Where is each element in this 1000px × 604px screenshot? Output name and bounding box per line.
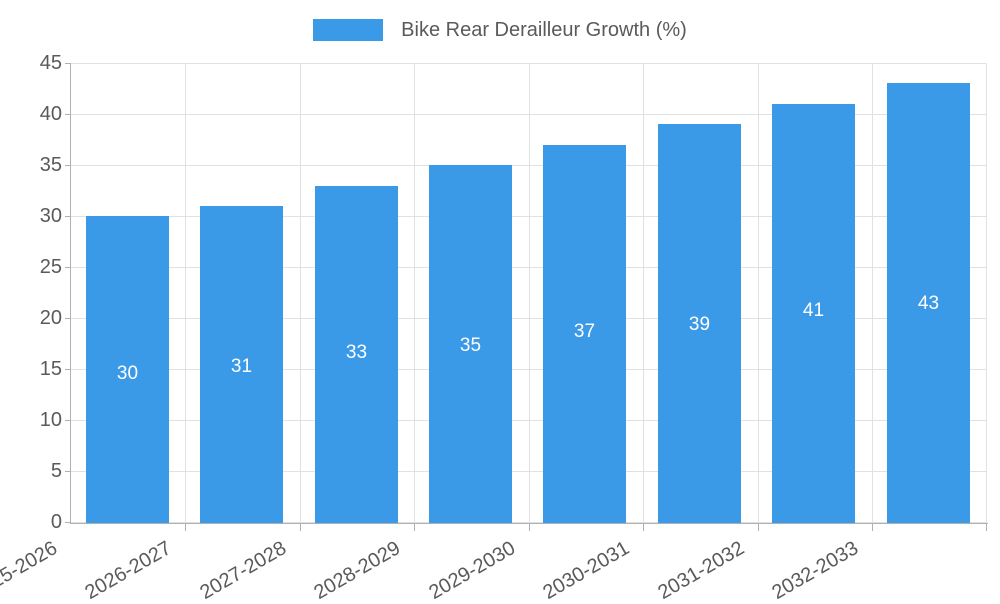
x-tick-mark (185, 524, 186, 531)
y-tick-mark (65, 114, 71, 115)
plot-area: 30 31 33 35 37 39 41 43 (71, 63, 987, 523)
y-tick-mark (65, 216, 71, 217)
gridline-vertical (300, 63, 301, 523)
gridline-vertical (414, 63, 415, 523)
y-tick-label: 10 (39, 409, 62, 431)
gridline-vertical (185, 63, 186, 523)
bar-value-label: 43 (917, 293, 940, 314)
chart-legend: Bike Rear Derailleur Growth (%) (0, 0, 1000, 60)
y-tick-label: 40 (39, 103, 62, 125)
y-tick-mark (65, 318, 71, 319)
legend-label: Bike Rear Derailleur Growth (%) (401, 19, 687, 41)
bar[interactable] (200, 206, 283, 523)
bar[interactable] (86, 216, 169, 523)
bar-value-label: 33 (345, 342, 368, 363)
bar[interactable] (543, 145, 626, 523)
y-tick-label: 45 (39, 52, 62, 74)
bar[interactable] (772, 104, 855, 523)
gridline-vertical (643, 63, 644, 523)
x-tick-mark (758, 524, 759, 531)
y-tick-label: 0 (50, 511, 62, 533)
y-tick-label: 35 (39, 154, 62, 176)
x-tick-mark (414, 524, 415, 531)
gridline-vertical (758, 63, 759, 523)
bar-value-label: 41 (802, 300, 825, 321)
x-tick-label: 2030-2031 (539, 537, 634, 604)
y-tick-mark (65, 369, 71, 370)
y-tick-mark (65, 63, 71, 64)
bar[interactable] (658, 124, 741, 523)
legend-color-swatch-icon (313, 19, 384, 41)
bar[interactable] (887, 83, 970, 523)
bar-value-label: 31 (230, 356, 253, 377)
x-tick-mark (986, 524, 987, 531)
gridline-vertical (529, 63, 530, 523)
bar-value-label: 30 (116, 363, 139, 384)
y-tick-mark (65, 165, 71, 166)
y-axis: 45 40 35 30 25 20 15 10 5 0 (0, 0, 71, 600)
x-tick-label: 2029-2030 (425, 537, 520, 604)
bar[interactable] (315, 186, 398, 523)
gridline-vertical (986, 63, 987, 523)
x-tick-mark (872, 524, 873, 531)
x-tick-mark (529, 524, 530, 531)
x-axis-line (70, 523, 988, 524)
bar[interactable] (429, 165, 512, 523)
legend-entry[interactable]: Bike Rear Derailleur Growth (%) (313, 19, 687, 41)
y-tick-mark (65, 522, 71, 523)
y-tick-label: 20 (39, 307, 62, 329)
y-tick-mark (65, 471, 71, 472)
x-tick-label: 2032-2033 (768, 537, 863, 604)
x-tick-label: 2026-2027 (81, 537, 176, 604)
x-tick-label: 2028-2029 (310, 537, 405, 604)
bar-value-label: 39 (688, 314, 711, 335)
y-axis-line (70, 63, 71, 524)
bar-value-label: 35 (459, 335, 482, 356)
y-tick-mark (65, 267, 71, 268)
x-tick-mark (643, 524, 644, 531)
gridline-vertical (872, 63, 873, 523)
x-tick-label: 2031-2032 (654, 537, 749, 604)
y-tick-label: 5 (50, 460, 62, 482)
y-tick-label: 30 (39, 205, 62, 227)
x-tick-mark (300, 524, 301, 531)
y-tick-label: 15 (39, 358, 62, 380)
y-tick-label: 25 (39, 256, 62, 278)
bar-value-label: 37 (573, 321, 596, 342)
x-tick-label: 2027-2028 (196, 537, 291, 604)
y-tick-mark (65, 420, 71, 421)
